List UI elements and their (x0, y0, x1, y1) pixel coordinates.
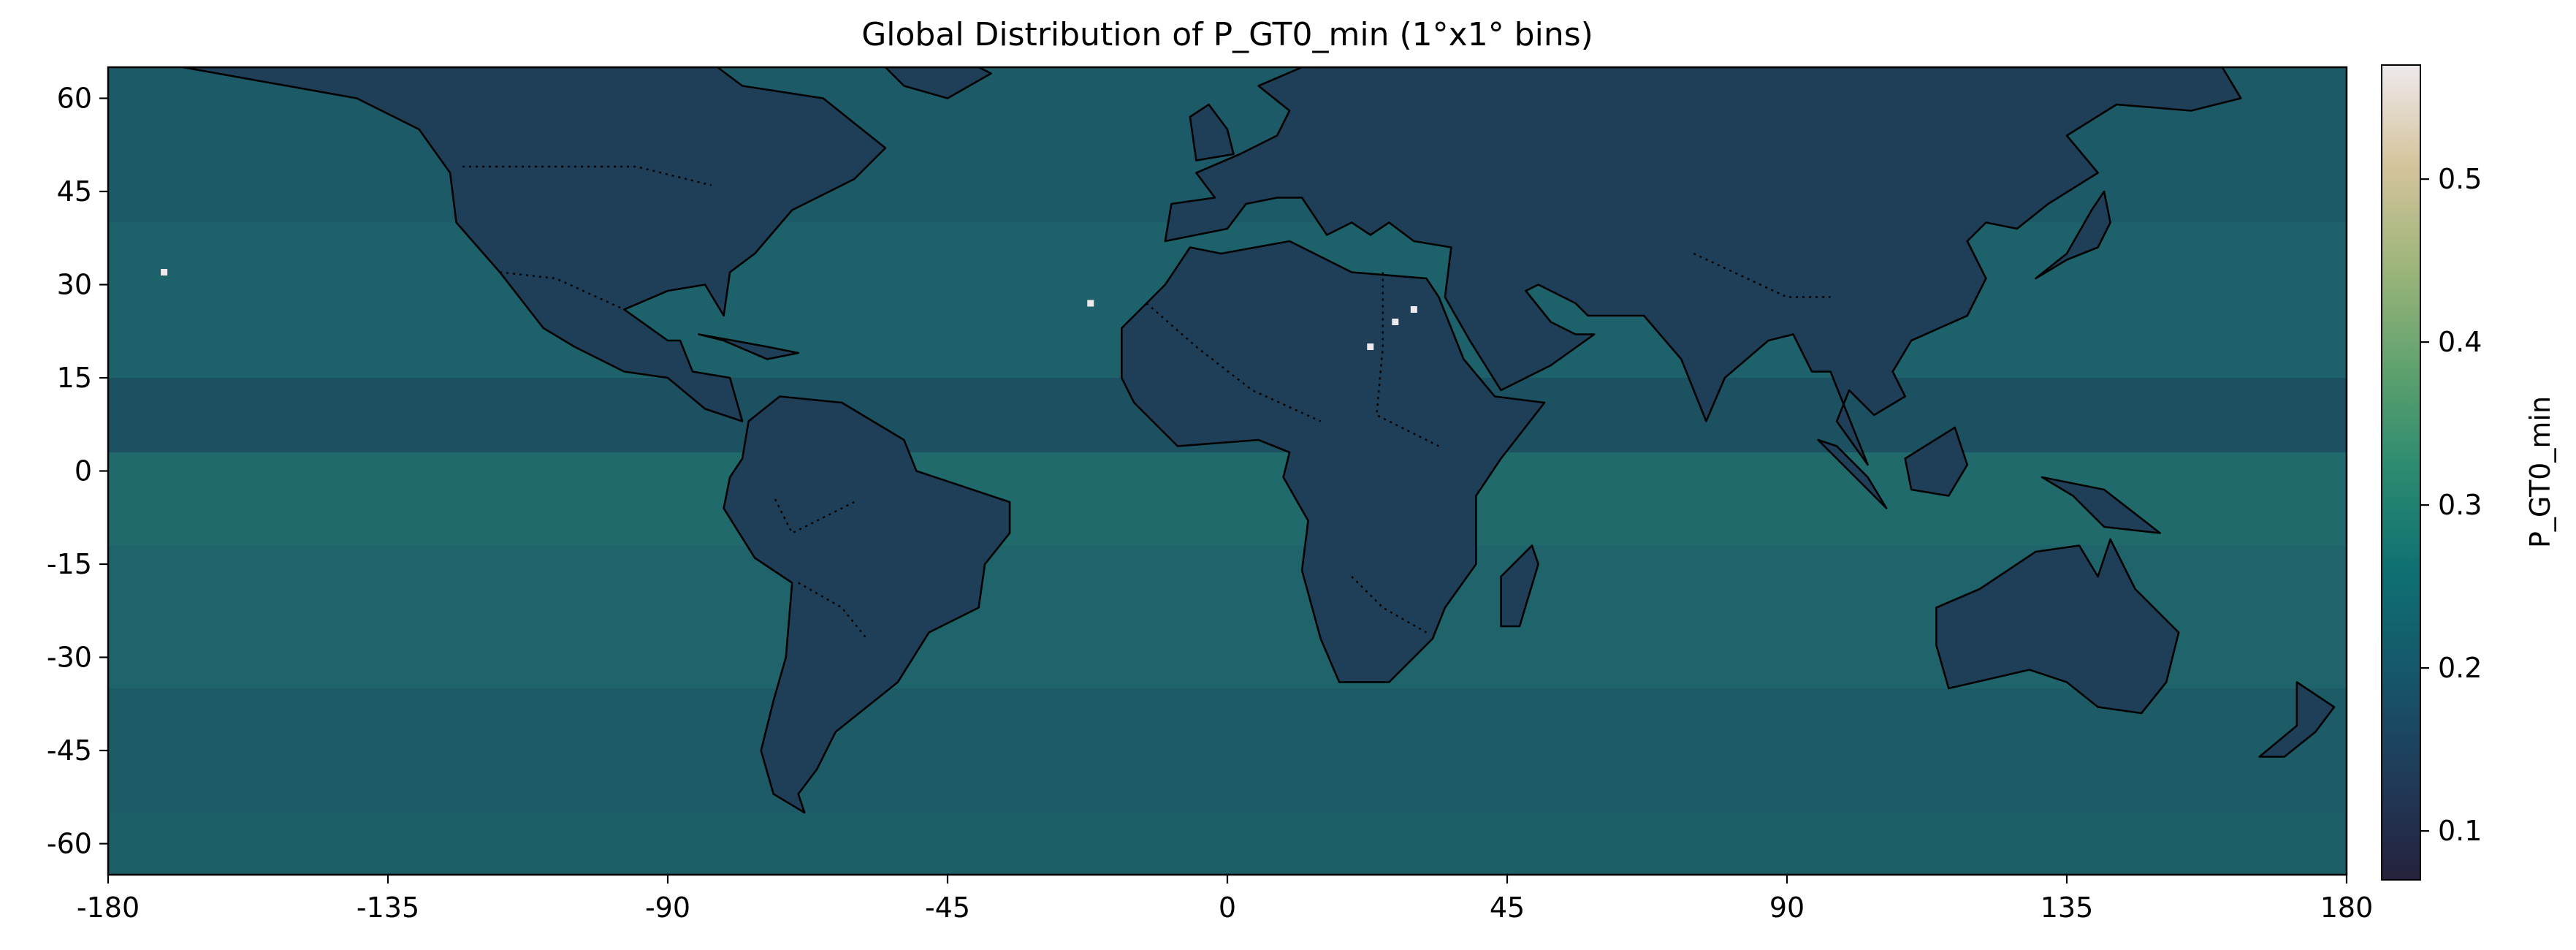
zonal-band (108, 452, 2347, 546)
x-tick-label: -90 (645, 892, 690, 924)
x-tick-label: -180 (77, 892, 140, 924)
outlier-point (1367, 343, 1374, 350)
y-tick-label: 15 (57, 362, 92, 394)
landmass-new-guinea (2040, 476, 2161, 534)
country-border (500, 271, 625, 311)
x-tick-label: 90 (1769, 892, 1805, 924)
x-axis: -180 -135 -90 -45 0 45 90 135 180 (77, 875, 2373, 924)
colorbar-tick-label: 0.1 (2438, 815, 2482, 847)
x-tick-label: 45 (1490, 892, 1525, 924)
landmass-africa (1121, 240, 1546, 683)
x-tick-label: -135 (357, 892, 419, 924)
y-tick-label: -60 (47, 828, 92, 860)
country-border (1376, 272, 1439, 447)
landmass-indonesia (1817, 438, 1888, 509)
outlier-point (1087, 300, 1094, 307)
country-border (462, 165, 712, 186)
colorbar-ticks: 0.1 0.2 0.3 0.4 0.5 (2420, 163, 2482, 847)
landmass-borneo (1904, 426, 1969, 497)
country-border (1146, 303, 1322, 422)
outlier-points (161, 269, 1417, 350)
colorbar-tick-label: 0.3 (2438, 489, 2482, 521)
map-area (108, 67, 2347, 875)
country-border (1693, 252, 1831, 298)
y-tick-label: 45 (57, 175, 92, 208)
x-tick-label: 135 (2040, 892, 2094, 924)
y-tick-label: -45 (47, 734, 92, 767)
zonal-band (108, 688, 2347, 813)
y-axis: 60 45 30 15 0 -15 -30 -45 -60 (47, 83, 108, 860)
outlier-point (1392, 319, 1399, 325)
landmass-eurasia (1164, 67, 2242, 466)
y-tick-label: 0 (75, 455, 92, 487)
x-tick-label: -45 (925, 892, 970, 924)
outlier-point (161, 269, 168, 276)
colorbar: 0.1 0.2 0.3 0.4 0.5 P_GT0_min (2381, 64, 2556, 881)
y-tick-label: -30 (47, 642, 92, 674)
land-masses (181, 67, 2336, 814)
landmass-caribbean (698, 333, 799, 360)
landmass-australia (1935, 538, 2180, 715)
landmass-japan (2035, 190, 2111, 280)
colorbar-tick-label: 0.2 (2438, 652, 2482, 684)
landmass-greenland-edge (884, 67, 992, 99)
landmass-new-zealand (2258, 681, 2336, 758)
colorbar-tick-label: 0.5 (2438, 163, 2482, 195)
chart-title: Global Distribution of P_GT0_min (1°x1° … (861, 16, 1593, 53)
outlier-point (1410, 306, 1417, 313)
y-tick-label: -15 (47, 548, 92, 580)
zonal-band (108, 813, 2347, 875)
landmass-madagascar (1500, 544, 1539, 628)
colorbar-bar (2381, 64, 2421, 881)
country-border (1351, 576, 1427, 634)
x-tick-label: 180 (2320, 892, 2374, 924)
y-tick-label: 30 (57, 269, 92, 301)
landmass-uk (1189, 103, 1235, 162)
y-tick-label: 60 (57, 83, 92, 115)
landmass-south-america (723, 395, 1011, 814)
x-tick-label: 0 (1219, 892, 1236, 924)
colorbar-label: P_GT0_min (2524, 396, 2556, 548)
colorbar-tick-label: 0.4 (2438, 326, 2482, 358)
